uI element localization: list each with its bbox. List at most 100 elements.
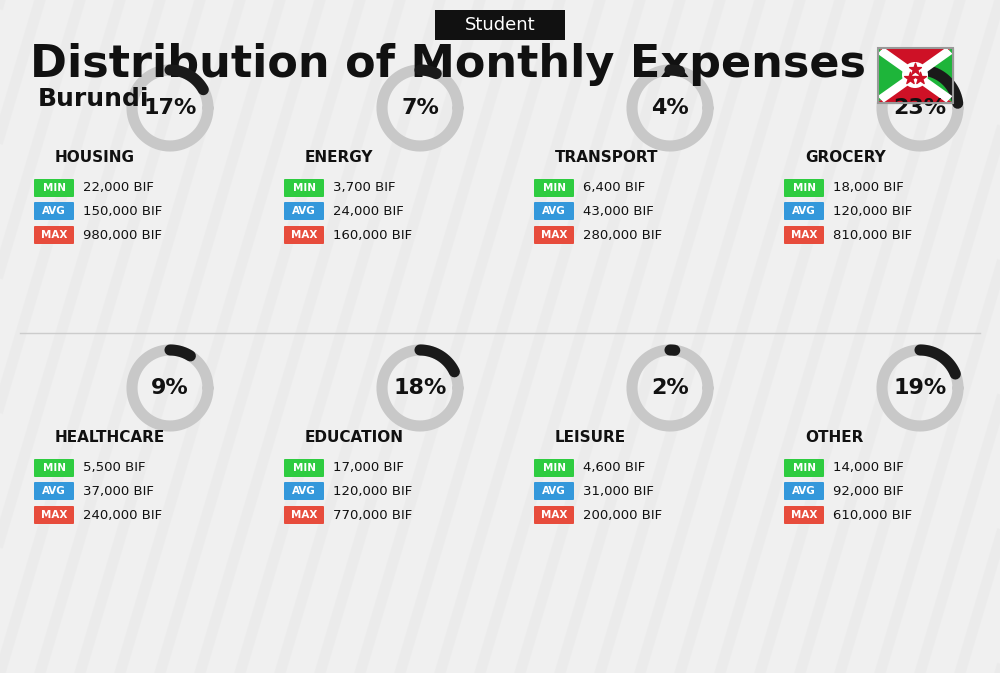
Text: LEISURE: LEISURE — [555, 431, 626, 446]
FancyBboxPatch shape — [34, 202, 74, 220]
FancyBboxPatch shape — [284, 506, 324, 524]
Text: MAX: MAX — [291, 230, 317, 240]
Circle shape — [902, 62, 928, 88]
Text: 23%: 23% — [893, 98, 947, 118]
Text: HOUSING: HOUSING — [55, 151, 135, 166]
FancyBboxPatch shape — [284, 202, 324, 220]
FancyBboxPatch shape — [34, 179, 74, 197]
Text: HEALTHCARE: HEALTHCARE — [55, 431, 165, 446]
Polygon shape — [878, 48, 952, 102]
Text: 200,000 BIF: 200,000 BIF — [583, 509, 662, 522]
Text: 160,000 BIF: 160,000 BIF — [333, 229, 412, 242]
Text: MIN: MIN — [792, 183, 816, 193]
Text: Student: Student — [465, 16, 535, 34]
Text: 43,000 BIF: 43,000 BIF — [583, 205, 654, 217]
FancyBboxPatch shape — [784, 459, 824, 477]
FancyBboxPatch shape — [284, 482, 324, 500]
FancyBboxPatch shape — [284, 226, 324, 244]
FancyBboxPatch shape — [534, 226, 574, 244]
Text: 22,000 BIF: 22,000 BIF — [83, 182, 154, 194]
Point — [912, 73, 928, 83]
Text: 280,000 BIF: 280,000 BIF — [583, 229, 662, 242]
Text: MIN: MIN — [42, 183, 66, 193]
FancyBboxPatch shape — [534, 179, 574, 197]
FancyBboxPatch shape — [784, 226, 824, 244]
Text: MIN: MIN — [292, 183, 316, 193]
Text: TRANSPORT: TRANSPORT — [555, 151, 658, 166]
Text: ENERGY: ENERGY — [305, 151, 374, 166]
Text: 120,000 BIF: 120,000 BIF — [333, 485, 412, 497]
Bar — [878, 48, 952, 102]
FancyBboxPatch shape — [534, 459, 574, 477]
Text: 37,000 BIF: 37,000 BIF — [83, 485, 154, 497]
Text: MIN: MIN — [292, 463, 316, 473]
Text: MAX: MAX — [291, 510, 317, 520]
Text: 3,700 BIF: 3,700 BIF — [333, 182, 396, 194]
Text: GROCERY: GROCERY — [805, 151, 886, 166]
Text: MAX: MAX — [791, 510, 817, 520]
Text: OTHER: OTHER — [805, 431, 863, 446]
Text: 7%: 7% — [401, 98, 439, 118]
Text: 770,000 BIF: 770,000 BIF — [333, 509, 412, 522]
Text: Distribution of Monthly Expenses: Distribution of Monthly Expenses — [30, 44, 866, 87]
Text: MIN: MIN — [542, 463, 566, 473]
Text: MIN: MIN — [542, 183, 566, 193]
Text: MAX: MAX — [791, 230, 817, 240]
Text: 4,600 BIF: 4,600 BIF — [583, 462, 645, 474]
Text: 14,000 BIF: 14,000 BIF — [833, 462, 904, 474]
Polygon shape — [878, 75, 952, 102]
Text: AVG: AVG — [792, 486, 816, 496]
Text: 5,500 BIF: 5,500 BIF — [83, 462, 146, 474]
FancyBboxPatch shape — [784, 482, 824, 500]
Text: 24,000 BIF: 24,000 BIF — [333, 205, 404, 217]
Text: 810,000 BIF: 810,000 BIF — [833, 229, 912, 242]
Text: 2%: 2% — [651, 378, 689, 398]
Point — [907, 64, 923, 75]
FancyBboxPatch shape — [34, 459, 74, 477]
Text: 980,000 BIF: 980,000 BIF — [83, 229, 162, 242]
Text: MAX: MAX — [541, 230, 567, 240]
FancyBboxPatch shape — [534, 202, 574, 220]
Text: 150,000 BIF: 150,000 BIF — [83, 205, 162, 217]
Text: Burundi: Burundi — [38, 87, 150, 111]
Text: AVG: AVG — [292, 486, 316, 496]
Text: AVG: AVG — [792, 206, 816, 216]
Bar — [878, 48, 952, 102]
FancyBboxPatch shape — [34, 226, 74, 244]
Text: 19%: 19% — [893, 378, 947, 398]
Text: MAX: MAX — [41, 230, 67, 240]
Text: AVG: AVG — [542, 206, 566, 216]
FancyBboxPatch shape — [784, 179, 824, 197]
Polygon shape — [878, 48, 952, 102]
FancyBboxPatch shape — [34, 482, 74, 500]
Text: 31,000 BIF: 31,000 BIF — [583, 485, 654, 497]
Text: MAX: MAX — [541, 510, 567, 520]
Text: AVG: AVG — [42, 486, 66, 496]
Polygon shape — [878, 48, 952, 75]
Text: 120,000 BIF: 120,000 BIF — [833, 205, 912, 217]
Text: 6,400 BIF: 6,400 BIF — [583, 182, 645, 194]
Point — [902, 73, 918, 83]
FancyBboxPatch shape — [784, 506, 824, 524]
FancyBboxPatch shape — [784, 202, 824, 220]
Text: EDUCATION: EDUCATION — [305, 431, 404, 446]
FancyBboxPatch shape — [534, 506, 574, 524]
Text: 17,000 BIF: 17,000 BIF — [333, 462, 404, 474]
Text: MIN: MIN — [42, 463, 66, 473]
Text: AVG: AVG — [292, 206, 316, 216]
Text: 18%: 18% — [393, 378, 447, 398]
FancyBboxPatch shape — [435, 10, 565, 40]
Text: MAX: MAX — [41, 510, 67, 520]
Text: 92,000 BIF: 92,000 BIF — [833, 485, 904, 497]
Polygon shape — [878, 48, 915, 102]
Text: 18,000 BIF: 18,000 BIF — [833, 182, 904, 194]
FancyBboxPatch shape — [284, 459, 324, 477]
Text: 240,000 BIF: 240,000 BIF — [83, 509, 162, 522]
Text: 9%: 9% — [151, 378, 189, 398]
FancyBboxPatch shape — [34, 506, 74, 524]
Text: AVG: AVG — [542, 486, 566, 496]
Text: 17%: 17% — [143, 98, 197, 118]
Text: 4%: 4% — [651, 98, 689, 118]
Polygon shape — [915, 48, 952, 102]
Text: 610,000 BIF: 610,000 BIF — [833, 509, 912, 522]
